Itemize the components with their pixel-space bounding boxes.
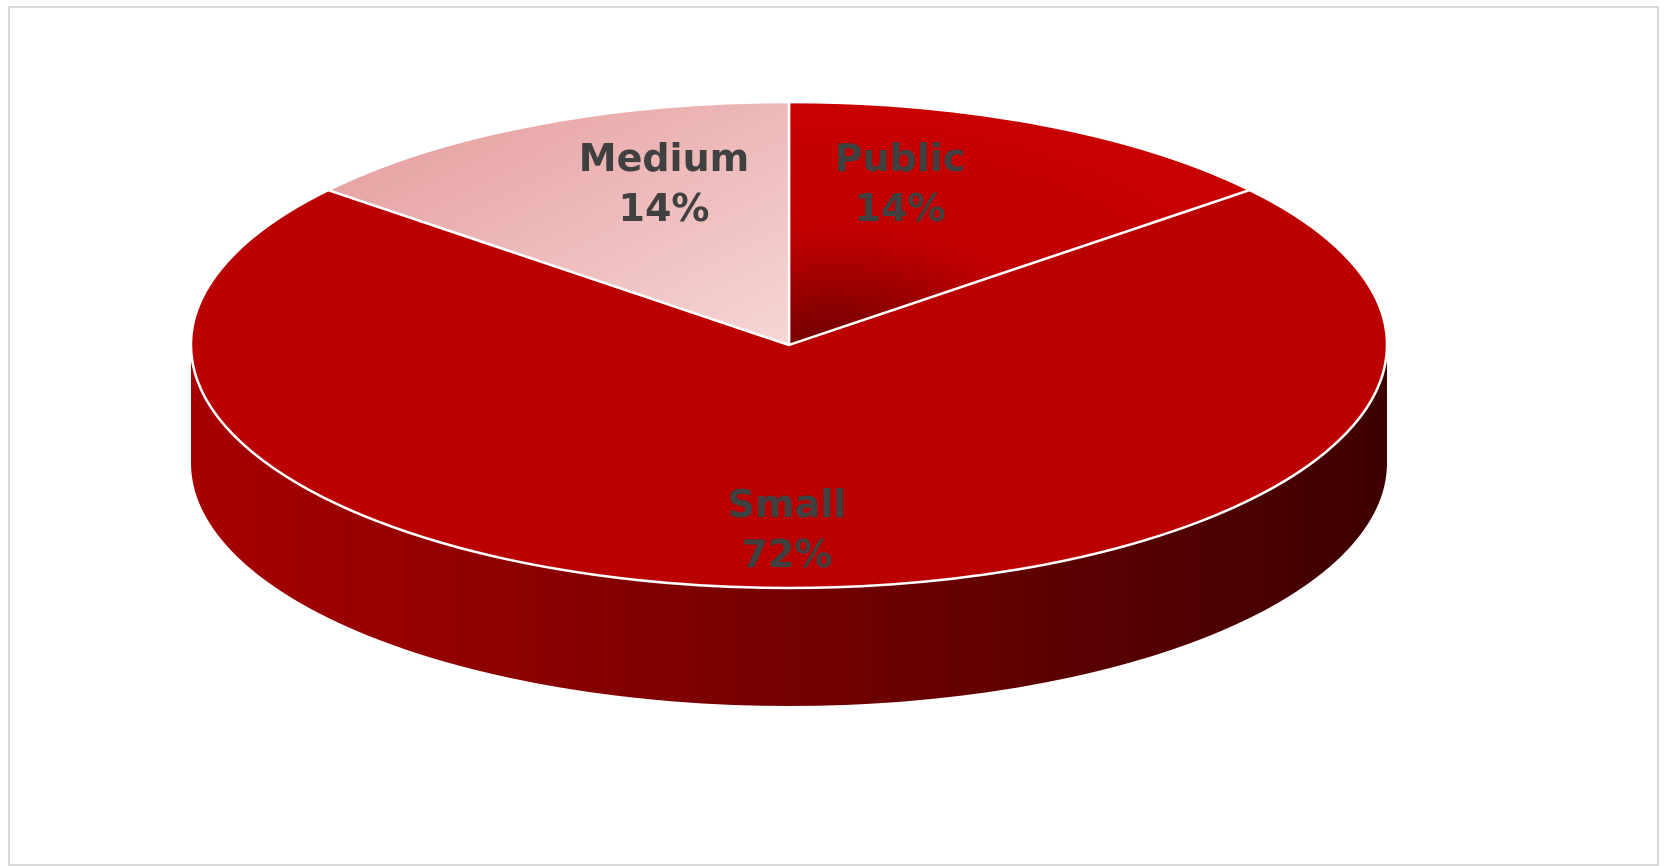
slice-label-small: Small	[728, 482, 847, 526]
slice-value-small: 72%	[742, 532, 833, 576]
pie-slice-public	[787, 100, 1252, 347]
slice-label-public: Public	[835, 136, 966, 180]
slice-label-medium: Medium	[579, 136, 749, 180]
pie-side-wall	[191, 345, 1387, 706]
slice-value-public: 14%	[855, 186, 946, 230]
pie-slice-medium	[326, 100, 791, 347]
slice-value-medium: 14%	[619, 186, 710, 230]
pie-slice-small	[189, 188, 1389, 590]
